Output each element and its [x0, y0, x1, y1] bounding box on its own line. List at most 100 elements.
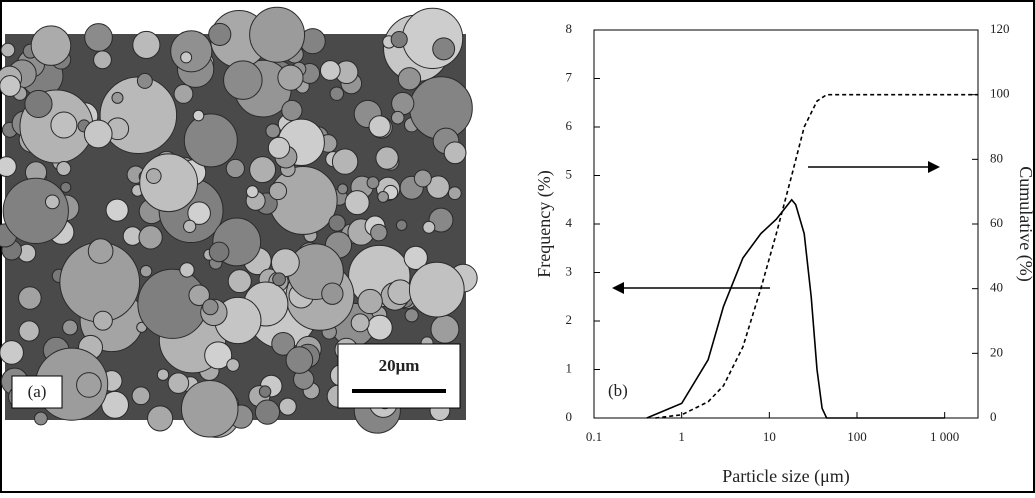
particle — [111, 91, 124, 104]
particle — [24, 89, 53, 119]
scale-bar-box — [337, 343, 461, 409]
particle — [403, 245, 428, 270]
particle — [254, 399, 281, 425]
particle — [50, 111, 78, 139]
x-tick-label: 0.1 — [586, 429, 602, 444]
panel-label-box — [11, 375, 63, 409]
particle — [366, 176, 380, 190]
arrow-head — [928, 161, 940, 173]
particle — [321, 282, 344, 305]
particle — [225, 158, 245, 179]
arrow-left — [612, 282, 770, 294]
particle — [44, 194, 60, 210]
y-tick-label: 0 — [566, 409, 573, 424]
y2-tick-label: 40 — [990, 280, 1003, 295]
particle — [285, 346, 314, 374]
y-axis-title: Frequency (%) — [534, 170, 555, 277]
arrow-right — [808, 161, 940, 173]
particle — [76, 372, 102, 398]
particle — [83, 119, 113, 149]
particle — [188, 284, 210, 307]
particle — [375, 146, 399, 170]
panel-label: (b) — [608, 381, 628, 400]
y-tick-label: 1 — [566, 360, 573, 375]
particle — [138, 225, 163, 250]
particle — [93, 50, 112, 70]
series-line — [646, 198, 945, 419]
particle — [430, 314, 460, 344]
particle — [180, 379, 239, 438]
particle — [443, 141, 467, 165]
particle — [391, 91, 415, 116]
particle — [390, 30, 408, 49]
x-tick-label: 10 — [763, 429, 776, 444]
y-tick-label: 8 — [566, 21, 573, 36]
particle — [272, 272, 286, 287]
particle — [267, 136, 291, 159]
particle — [0, 75, 21, 97]
particle — [180, 51, 193, 64]
particle — [18, 320, 40, 342]
particle — [2, 177, 69, 244]
particle — [249, 6, 306, 63]
particle — [145, 168, 162, 184]
particle — [92, 310, 113, 331]
y-tick-label: 5 — [566, 166, 573, 181]
particle — [60, 181, 72, 193]
particle — [0, 156, 17, 177]
particle — [357, 288, 383, 315]
particle — [370, 223, 388, 242]
particle — [139, 153, 199, 213]
particle — [136, 72, 153, 89]
particle — [245, 185, 259, 199]
particle — [202, 298, 219, 316]
scale-bar-label: 20μm — [379, 356, 420, 375]
particle — [404, 308, 419, 323]
x-tick-label: 1 — [678, 429, 685, 444]
particle — [413, 169, 432, 188]
particle — [34, 411, 48, 426]
y2-tick-label: 0 — [990, 409, 997, 424]
particle — [350, 313, 370, 333]
particle — [319, 60, 341, 81]
particle — [270, 248, 300, 278]
particle — [204, 341, 233, 370]
particle — [183, 113, 238, 168]
particle — [277, 64, 304, 91]
particle — [187, 201, 211, 225]
particle — [84, 23, 113, 52]
particle — [337, 183, 349, 195]
particle — [131, 386, 151, 406]
particle — [344, 190, 370, 216]
particle — [368, 115, 391, 138]
x-tick-label: 1 000 — [930, 429, 959, 444]
particle — [366, 314, 393, 341]
y2-axis-title: Cumulative (%) — [1015, 166, 1035, 281]
particle — [0, 42, 16, 58]
particle — [170, 30, 213, 73]
x-tick-label: 100 — [847, 429, 867, 444]
particle — [408, 261, 465, 318]
particle — [183, 219, 197, 233]
particle — [18, 286, 42, 310]
particle — [329, 86, 344, 101]
particle — [281, 99, 303, 122]
particle — [62, 319, 79, 336]
particle — [173, 83, 194, 104]
sem-image — [0, 6, 478, 438]
y-tick-label: 6 — [566, 118, 573, 133]
y-tick-label: 4 — [566, 215, 573, 230]
y2-tick-label: 60 — [990, 215, 1003, 230]
particle — [30, 25, 72, 66]
particle — [422, 220, 436, 234]
particle — [377, 191, 389, 203]
particle — [208, 22, 232, 46]
y-tick-label: 7 — [566, 69, 573, 84]
particle — [390, 110, 405, 125]
particle — [227, 269, 252, 294]
y2-tick-label: 20 — [990, 344, 1003, 359]
particle — [139, 264, 153, 278]
particle — [432, 37, 456, 61]
